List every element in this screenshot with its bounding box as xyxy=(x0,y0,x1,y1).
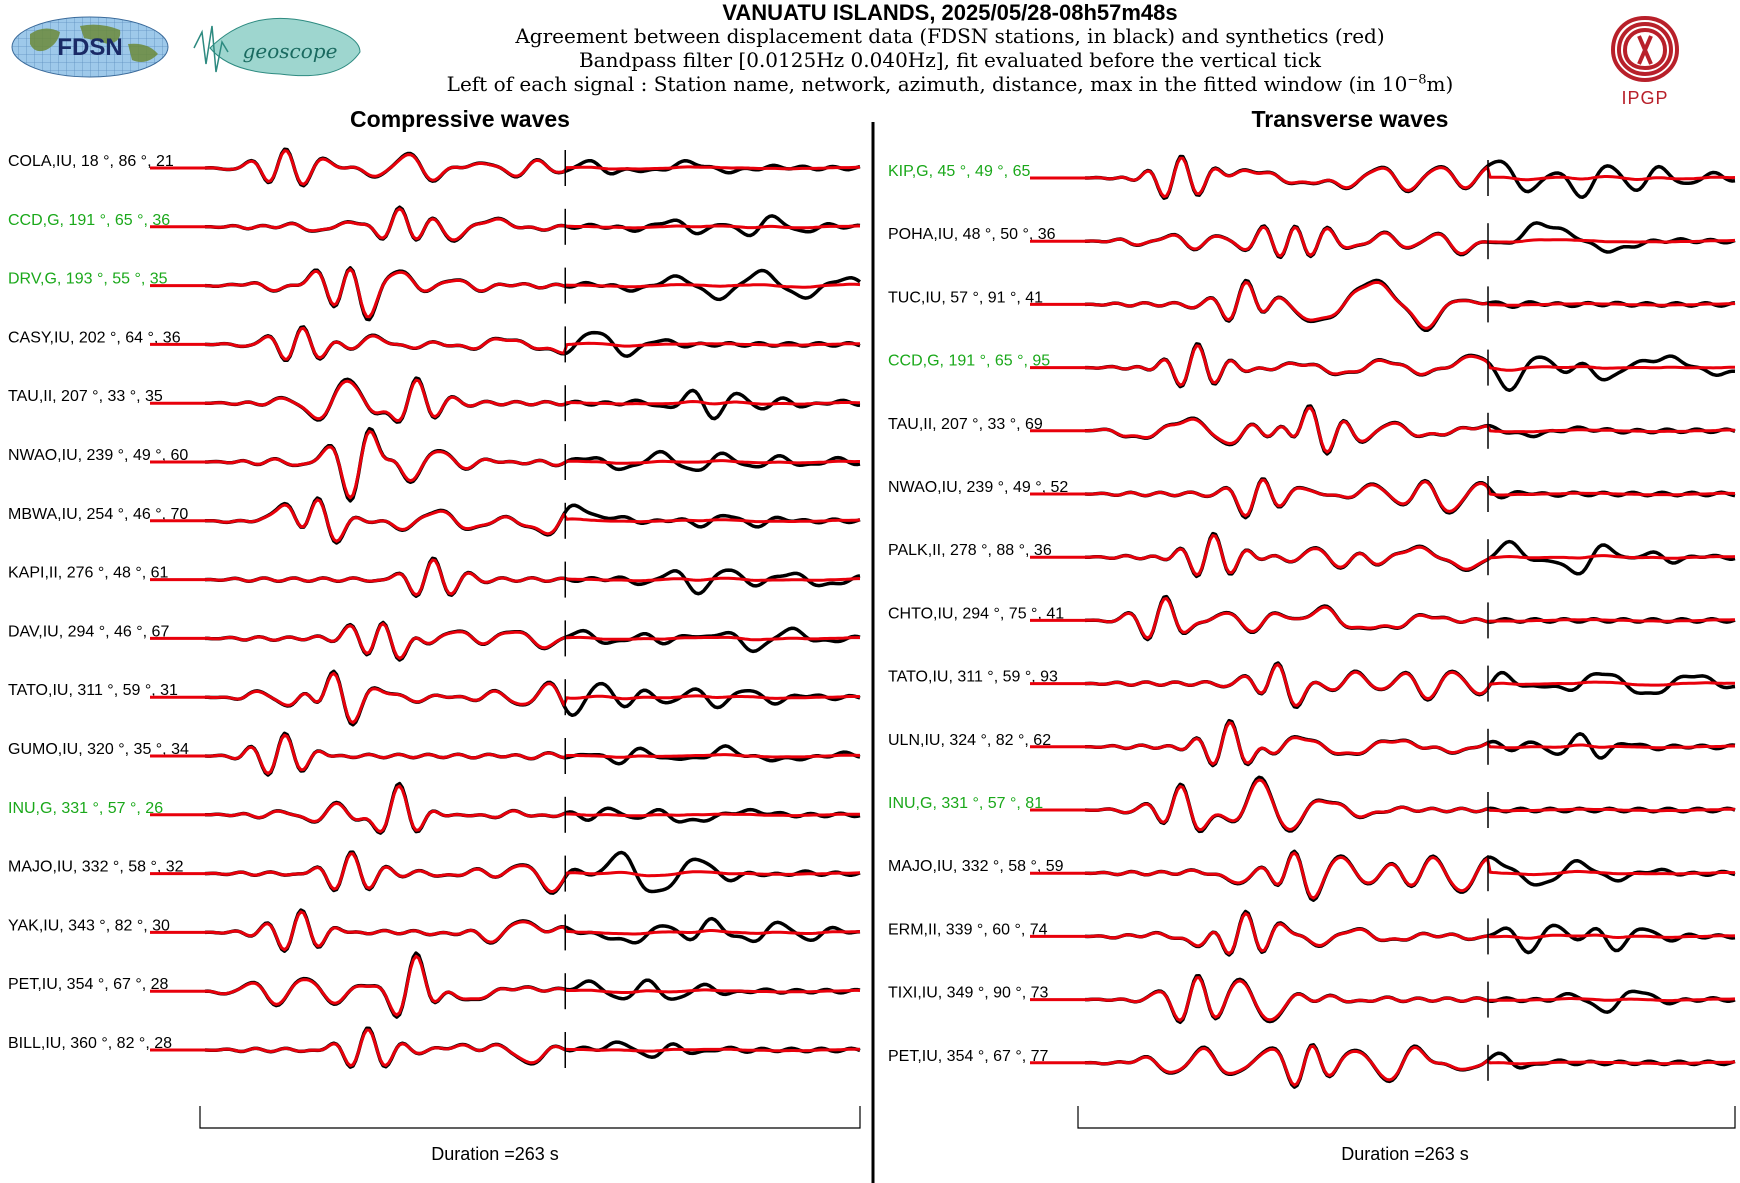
station-label: DRV,G, 193 °, 55 °, 35 xyxy=(8,271,168,288)
station-label: TATO,IU, 311 °, 59 °, 31 xyxy=(8,682,178,699)
station-label: CHTO,IU, 294 °, 75 °, 41 xyxy=(888,605,1064,622)
station-label: TUC,IU, 57 °, 91 °, 41 xyxy=(888,289,1043,306)
station-label: NWAO,IU, 239 °, 49 °, 52 xyxy=(888,479,1068,496)
synthetic-trace xyxy=(1084,851,1735,900)
station-label: MAJO,IU, 332 °, 58 °, 32 xyxy=(8,859,184,876)
synthetic-trace xyxy=(204,378,860,423)
duration-label: Duration =263 s xyxy=(431,1144,559,1164)
data-trace xyxy=(1084,849,1736,902)
synthetic-trace xyxy=(1085,976,1736,1022)
synthetic-trace xyxy=(204,267,861,319)
ipgp-logo-text: IPGP xyxy=(1621,88,1668,106)
geoscope-logo-text: geoscope xyxy=(243,39,338,63)
station-label: KIP,G, 45 °, 49 °, 65 xyxy=(888,163,1030,180)
synthetic-trace xyxy=(205,429,860,500)
station-label: PET,IU, 354 °, 67 °, 28 xyxy=(8,976,169,993)
header-legend-prefix: Left of each signal : Station name, netw… xyxy=(446,72,1408,96)
data-trace xyxy=(205,781,861,835)
synthetic-trace xyxy=(1084,225,1736,258)
synthetic-trace xyxy=(1084,778,1736,832)
data-trace xyxy=(204,908,861,953)
synthetic-trace xyxy=(204,733,860,775)
panel-title-transverse: Transverse waves xyxy=(1251,106,1449,132)
data-trace xyxy=(204,376,861,424)
ipgp-logo: IPGP xyxy=(1610,16,1680,106)
synthetic-trace xyxy=(204,910,861,952)
synthetic-trace xyxy=(204,671,861,725)
station-label: TAU,II, 207 °, 33 °, 69 xyxy=(888,416,1043,433)
station-label: INU,G, 331 °, 57 °, 26 xyxy=(8,800,163,817)
synthetic-trace xyxy=(1084,597,1736,640)
synthetic-trace xyxy=(1084,663,1735,707)
synthetic-trace xyxy=(1085,721,1735,766)
synthetic-trace xyxy=(204,1028,860,1068)
station-label: NWAO,IU, 239 °, 49 °, 60 xyxy=(8,447,188,464)
station-label: GUMO,IU, 320 °, 35 °, 34 xyxy=(8,741,189,758)
header-legend-explanation: Left of each signal : Station name, netw… xyxy=(370,72,1530,96)
header-filter: Bandpass filter [0.0125Hz 0.040Hz], fit … xyxy=(578,48,1322,72)
synthetic-trace xyxy=(205,954,860,1017)
station-label: ULN,IU, 324 °, 82 °, 62 xyxy=(888,732,1051,749)
data-trace xyxy=(204,205,861,243)
synthetic-trace xyxy=(204,326,860,361)
synthetic-trace xyxy=(1084,912,1736,955)
synthetic-trace xyxy=(204,207,860,242)
data-trace xyxy=(1085,154,1736,200)
station-label: INU,G, 331 °, 57 °, 81 xyxy=(888,795,1043,812)
transverse-waves-panel: KIP,G, 45 °, 49 °, 65 POHA,IU, 48 °, 50 °… xyxy=(888,154,1736,1164)
station-label: CCD,G, 191 °, 65 °, 36 xyxy=(8,212,170,229)
synthetic-trace xyxy=(1085,344,1735,387)
compressive-waves-panel: COLA,IU, 18 °, 86 °, 21 CCD,G, 191 °, 65 … xyxy=(8,147,861,1164)
data-trace xyxy=(204,951,861,1019)
station-label: YAK,IU, 343 °, 82 °, 30 xyxy=(8,917,170,934)
synthetic-trace xyxy=(1084,478,1736,518)
fdsn-logo: FDSN xyxy=(11,16,169,78)
synthetic-trace xyxy=(1085,534,1736,577)
data-trace xyxy=(204,266,861,322)
station-label: KAPI,II, 276 °, 48 °, 61 xyxy=(8,565,169,582)
station-label: BILL,IU, 360 °, 82 °, 28 xyxy=(8,1035,172,1052)
synthetic-trace xyxy=(1084,406,1736,454)
header-legend-exponent: −8 xyxy=(1407,72,1427,88)
duration-bracket xyxy=(1077,1106,1736,1129)
data-trace xyxy=(1084,909,1736,957)
duration-label: Duration =263 s xyxy=(1341,1144,1469,1164)
station-label: CASY,IU, 202 °, 64 °, 36 xyxy=(8,329,181,346)
station-label: PET,IU, 354 °, 67 °, 77 xyxy=(888,1048,1049,1065)
synthetic-trace xyxy=(204,852,861,893)
synthetic-trace xyxy=(205,622,860,660)
geoscope-logo: geoscope xyxy=(193,17,361,77)
synthetic-trace xyxy=(204,149,861,186)
fdsn-logo-text: FDSN xyxy=(57,34,122,61)
station-label: TATO,IU, 311 °, 59 °, 93 xyxy=(888,669,1058,686)
synthetic-trace xyxy=(205,784,861,834)
header-description: Agreement between displacement data (FDS… xyxy=(515,24,1385,48)
station-label: PALK,II, 278 °, 88 °, 36 xyxy=(888,542,1052,559)
synthetic-trace xyxy=(1084,1044,1736,1087)
data-trace xyxy=(1085,531,1736,579)
station-label: DAV,IU, 294 °, 46 °, 67 xyxy=(8,623,169,640)
panel-title-compressive: Compressive waves xyxy=(350,106,570,132)
figure-title: VANUATU ISLANDS, 2025/05/28-08h57m48s xyxy=(722,0,1178,25)
synthetic-trace xyxy=(204,498,861,543)
station-label: ERM,II, 339 °, 60 °, 74 xyxy=(888,921,1048,938)
synthetic-trace xyxy=(1085,156,1736,199)
station-label: CCD,G, 191 °, 65 °, 95 xyxy=(888,353,1050,370)
station-label: POHA,IU, 48 °, 50 °, 36 xyxy=(888,226,1056,243)
station-label: TAU,II, 207 °, 33 °, 35 xyxy=(8,388,163,405)
station-label: MBWA,IU, 254 °, 46 °, 70 xyxy=(8,506,188,523)
synthetic-trace xyxy=(204,558,860,597)
station-label: TIXI,IU, 349 °, 90 °, 73 xyxy=(888,985,1049,1002)
synthetic-trace xyxy=(1084,280,1735,330)
header-legend-suffix: m) xyxy=(1426,72,1454,96)
data-trace xyxy=(1084,775,1736,834)
station-label: COLA,IU, 18 °, 86 °, 21 xyxy=(8,153,174,170)
duration-bracket xyxy=(199,1106,861,1129)
station-label: MAJO,IU, 332 °, 58 °, 59 xyxy=(888,858,1064,875)
